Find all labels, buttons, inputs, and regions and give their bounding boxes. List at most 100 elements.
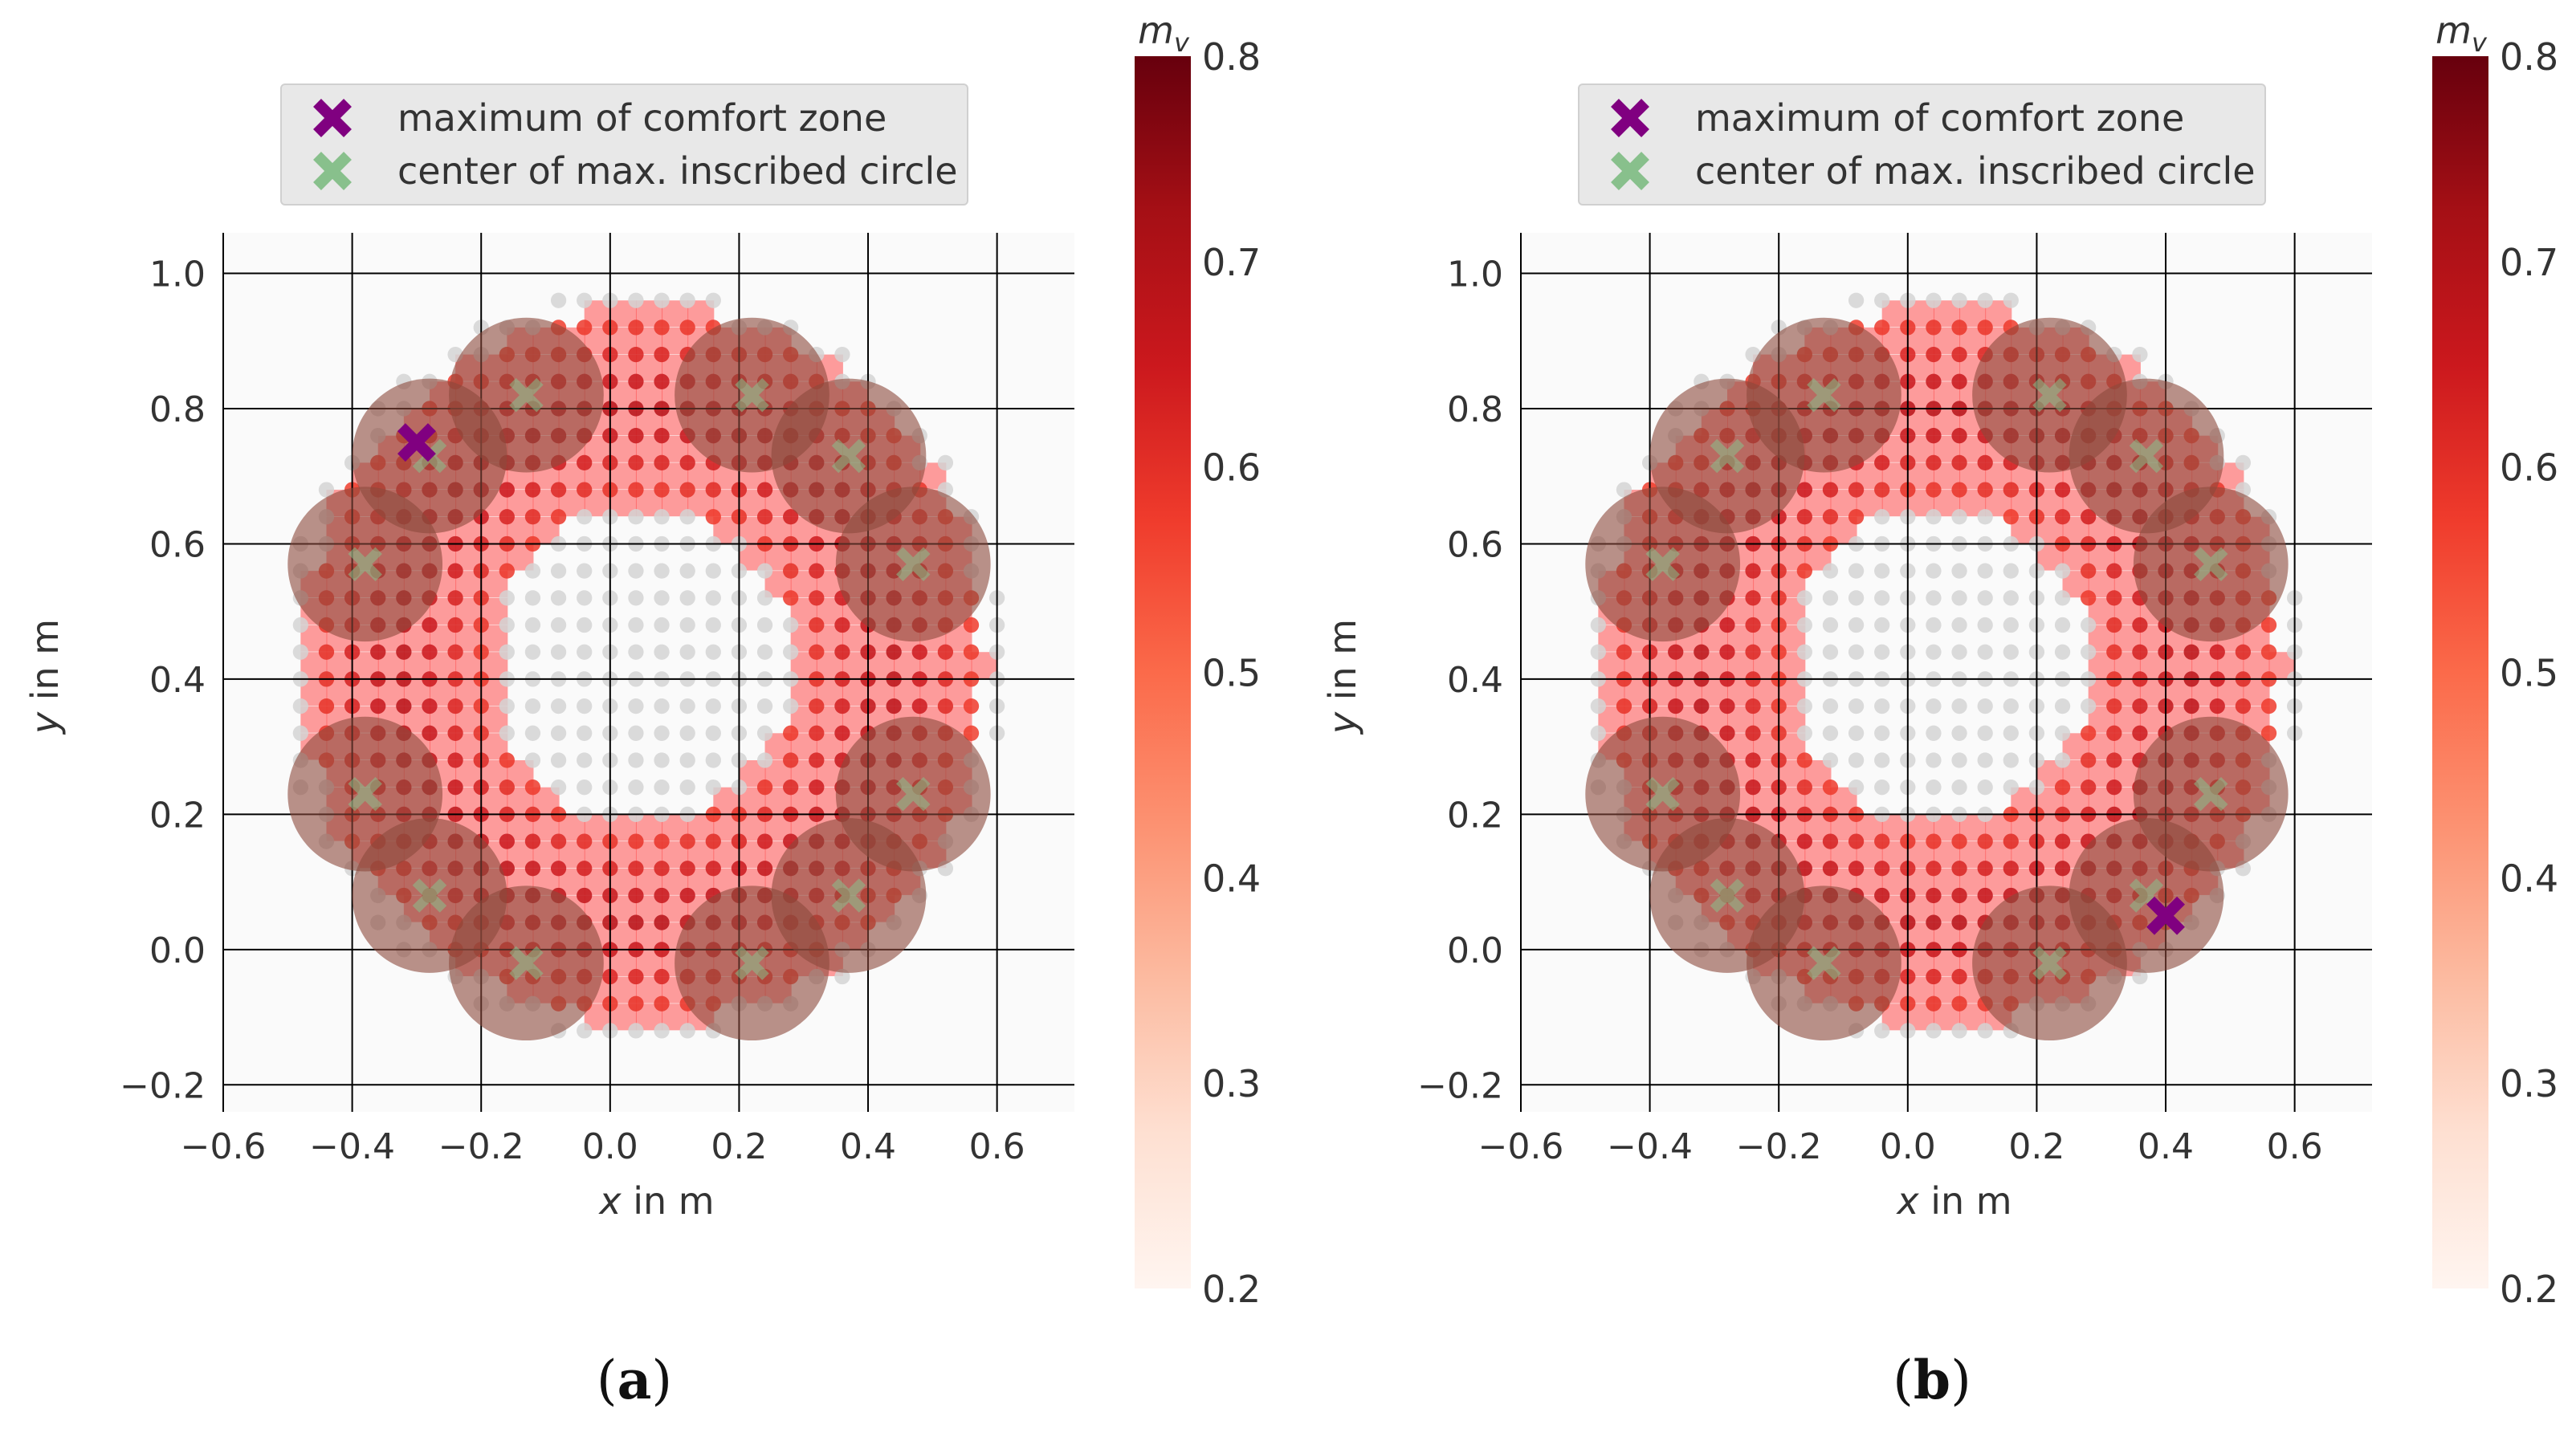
comfort-max-marker-stroke <box>2146 896 2185 935</box>
sample-point <box>628 725 644 741</box>
sample-point <box>2081 617 2097 633</box>
sample-point <box>756 861 773 877</box>
sample-point <box>783 563 799 579</box>
sample-point <box>1926 454 1942 471</box>
sample-point <box>2106 752 2122 768</box>
panel-caption: (b) <box>1893 1349 1971 1411</box>
y-tick-label: −0.2 <box>1417 1065 1503 1106</box>
sample-point <box>524 861 541 877</box>
sample-point <box>318 644 335 660</box>
sample-point <box>705 482 721 498</box>
sample-point <box>1926 833 1942 849</box>
sample-point <box>1951 292 1967 308</box>
sample-point <box>1977 617 1993 633</box>
sample-point <box>499 590 515 606</box>
sample-point <box>1822 563 1839 579</box>
sample-point <box>1951 995 1967 1012</box>
sample-point <box>2054 644 2071 660</box>
sample-point <box>292 698 309 714</box>
inscribed-center-marker-stroke <box>895 547 931 581</box>
inscribed-center-marker <box>1710 878 1745 913</box>
legend-label-comfort-max: maximum of comfort zone <box>397 96 887 140</box>
sample-point <box>1874 725 1890 741</box>
sample-point <box>318 698 335 714</box>
sample-point <box>1926 752 1942 768</box>
sample-point <box>756 482 773 498</box>
sample-point <box>577 887 593 904</box>
sample-point <box>1874 833 1890 849</box>
y-tick-label: 0.8 <box>149 389 206 430</box>
sample-point <box>705 617 721 633</box>
inscribed-center-marker <box>735 946 769 980</box>
sample-point <box>2054 563 2071 579</box>
sample-point <box>628 292 644 308</box>
sample-point <box>756 617 773 633</box>
colorbar: mv 0.2 0.3 0.4 0.5 0.6 0.7 0.8 <box>2432 9 2558 1311</box>
sample-point <box>963 644 980 660</box>
sample-point <box>628 320 644 336</box>
sample-point <box>756 644 773 660</box>
y-tick-label: 0.2 <box>149 795 206 836</box>
inscribed-center-marker <box>1645 776 1680 812</box>
sample-point <box>654 887 670 904</box>
sample-point <box>1822 752 1839 768</box>
sample-point <box>1616 482 1632 498</box>
sample-point <box>1874 780 1890 796</box>
sample-point <box>577 454 593 471</box>
sample-point <box>422 698 438 714</box>
sample-point <box>679 752 695 768</box>
sample-point <box>1668 698 1684 714</box>
inscribed-center-marker <box>2129 438 2164 474</box>
sample-point <box>809 752 825 768</box>
sample-point <box>1616 698 1632 714</box>
y-tick-label: 0.0 <box>149 930 206 971</box>
sample-point <box>1874 563 1890 579</box>
inscribed-center-marker <box>895 547 931 581</box>
sample-point <box>422 725 438 741</box>
sample-point <box>628 590 644 606</box>
sample-point <box>396 644 412 660</box>
sample-point <box>447 617 463 633</box>
colorbar-tick-label: 0.7 <box>1202 241 1261 284</box>
sample-point <box>2106 590 2122 606</box>
inscribed-center-marker <box>2032 377 2067 413</box>
sample-point <box>756 563 773 579</box>
sample-point <box>1590 617 1606 633</box>
sample-point <box>2003 752 2019 768</box>
sample-point <box>628 644 644 660</box>
legend-marker-comfort-max <box>313 99 352 137</box>
inscribed-center-marker-stroke <box>1645 547 1680 581</box>
sample-point <box>1796 698 1812 714</box>
inscribed-center-marker-stroke <box>2129 878 2164 913</box>
sample-point <box>1848 833 1865 849</box>
sample-point <box>654 968 670 985</box>
sample-point <box>654 563 670 579</box>
sample-point <box>705 861 721 877</box>
sample-point <box>1874 320 1890 336</box>
sample-point <box>499 509 515 525</box>
sample-point <box>499 482 515 498</box>
sample-point <box>1926 346 1942 363</box>
sample-point <box>1977 698 1993 714</box>
sample-point <box>2106 780 2122 796</box>
comfort-max-marker <box>397 423 436 462</box>
sample-point <box>2132 698 2148 714</box>
x-tick-labels: −0.6 −0.4 −0.2 0.0 0.2 0.4 0.6 <box>181 1126 1025 1167</box>
sample-point <box>628 373 644 389</box>
sample-point <box>550 833 567 849</box>
sample-point <box>2260 725 2277 741</box>
sample-point <box>783 752 799 768</box>
sample-point <box>524 833 541 849</box>
sample-point <box>963 725 980 741</box>
x-tick-label: −0.6 <box>181 1126 267 1167</box>
inscribed-center-marker-stroke <box>1710 878 1745 913</box>
sample-point <box>628 509 644 525</box>
sample-point <box>1745 590 1761 606</box>
inscribed-center-marker <box>509 377 544 413</box>
sample-point <box>809 644 825 660</box>
sample-point <box>1977 887 1993 904</box>
sample-point <box>1822 861 1839 877</box>
sample-point <box>1796 780 1812 796</box>
sample-point <box>2235 698 2252 714</box>
inscribed-center-marker <box>348 776 382 812</box>
